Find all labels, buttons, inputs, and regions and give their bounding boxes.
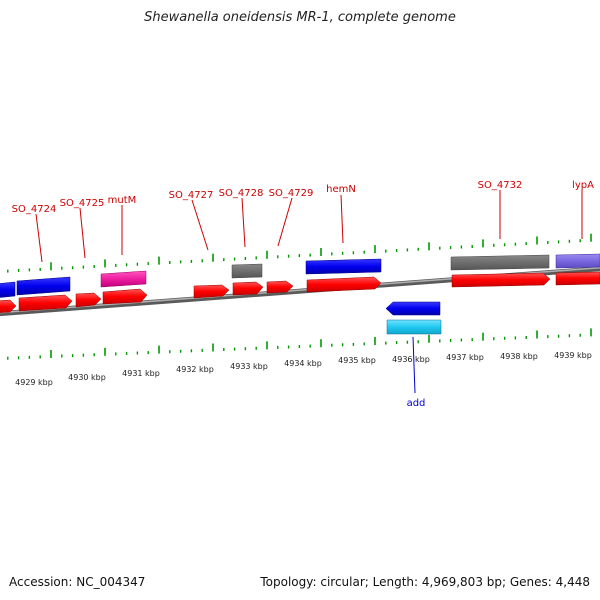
gene-label-so4728: SO_4728 bbox=[219, 188, 264, 199]
feature-arrow-red-3 bbox=[75, 292, 102, 308]
label-leaders bbox=[35, 190, 583, 263]
kbp-label: 4932 kbp bbox=[176, 365, 214, 374]
kbp-label: 4938 kbp bbox=[500, 352, 538, 361]
feature-arrow-red-4 bbox=[102, 288, 148, 305]
kbp-label: 4929 kbp bbox=[15, 378, 53, 387]
feature-arrow-red-7 bbox=[266, 280, 294, 294]
feature-so4724-blue-2 bbox=[16, 276, 71, 296]
accession-text: Accession: NC_004347 bbox=[9, 575, 146, 589]
feature-add-arrow-blue bbox=[385, 301, 441, 316]
feature-so4728-gray bbox=[231, 263, 263, 279]
feature-arrow-red-9 bbox=[451, 272, 551, 288]
gene-label-so4725: SO_4725 bbox=[60, 198, 105, 209]
map-title: Shewanella oneidensis MR-1, complete gen… bbox=[144, 10, 456, 25]
feature-add-cyan bbox=[386, 319, 442, 335]
gene-label-so4732: SO_4732 bbox=[478, 180, 523, 191]
feature-arrow-red-8 bbox=[306, 276, 382, 293]
genome-summary-text: Topology: circular; Length: 4,969,803 bp… bbox=[260, 575, 590, 589]
feature-arrow-red-2 bbox=[18, 294, 73, 312]
feature-arrow-red-10 bbox=[555, 271, 600, 286]
feature-mutM-magenta bbox=[100, 270, 147, 288]
gene-label-add: add bbox=[407, 398, 426, 409]
kbp-label: 4936 kbp bbox=[392, 355, 430, 364]
features-top bbox=[0, 253, 600, 313]
kbp-label: 4934 kbp bbox=[284, 359, 322, 368]
feature-so4732-gray bbox=[450, 254, 550, 271]
kbp-label: 4930 kbp bbox=[68, 373, 106, 382]
gene-label-so4729: SO_4729 bbox=[269, 188, 314, 199]
kbp-label: 4935 kbp bbox=[338, 356, 376, 365]
kbp-label: 4939 kbp bbox=[554, 351, 592, 360]
feature-lypA-lavender bbox=[555, 253, 600, 269]
feature-arrow-red-6 bbox=[232, 281, 264, 296]
gene-label-so4727: SO_4727 bbox=[169, 190, 214, 201]
features-bottom bbox=[385, 301, 442, 335]
kbp-label: 4931 kbp bbox=[122, 369, 160, 378]
kbp-label: 4933 kbp bbox=[230, 362, 268, 371]
gene-label-lypA: lypA bbox=[572, 180, 594, 191]
feature-so4724-blue bbox=[0, 281, 16, 298]
kbp-label: 4937 kbp bbox=[446, 353, 484, 362]
gene-label-mutM: mutM bbox=[108, 195, 137, 206]
feature-arrow-red-5 bbox=[193, 284, 230, 299]
gene-label-so4724: SO_4724 bbox=[12, 204, 57, 215]
label-leader-add bbox=[412, 336, 416, 394]
feature-arrow-red-1 bbox=[0, 299, 17, 313]
kbp-labels: 4929 kbp 4930 kbp 4931 kbp 4932 kbp 4933… bbox=[15, 351, 592, 387]
gene-label-hemN: hemN bbox=[326, 184, 356, 195]
outer-ticks bbox=[7, 233, 592, 273]
feature-hemN-blue bbox=[305, 258, 382, 275]
inner-ticks bbox=[7, 328, 592, 360]
